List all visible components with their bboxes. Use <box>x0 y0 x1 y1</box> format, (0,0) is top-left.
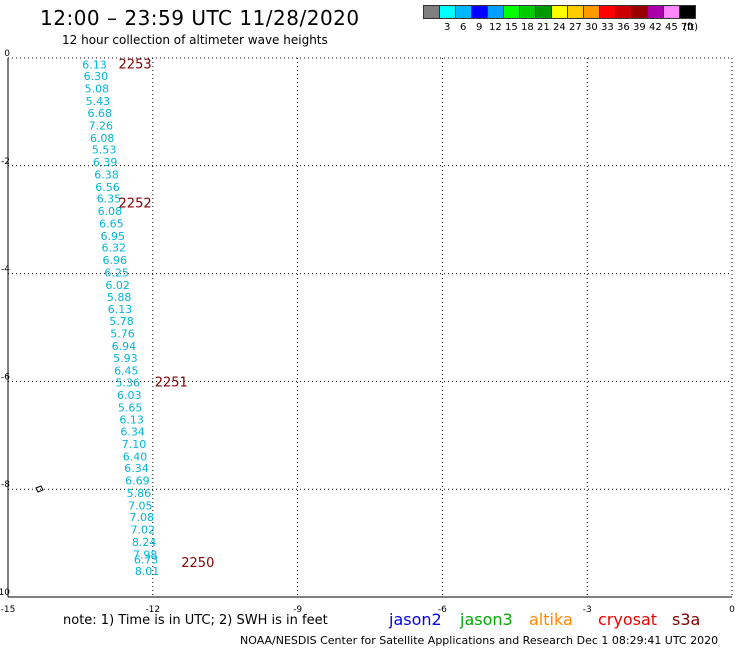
wave-height-label: 6.69 <box>125 475 150 488</box>
legend-label: 24 <box>553 22 566 33</box>
satellite-legend-item: jason2 <box>389 610 442 629</box>
x-tick-label: 0 <box>729 605 735 615</box>
wave-height-label: 6.34 <box>120 426 145 439</box>
pass-time-label: 2251 <box>155 375 188 390</box>
color-legend <box>423 5 696 20</box>
wave-height-label: 5.36 <box>116 376 141 389</box>
wave-height-label: 6.13 <box>119 414 144 427</box>
wave-height-label: 6.02 <box>105 279 130 292</box>
legend-label: 27 <box>569 22 582 33</box>
x-tick-label: -6 <box>438 605 447 615</box>
y-tick-label: -10 <box>0 588 10 598</box>
wave-height-label: 6.39 <box>93 156 118 169</box>
x-tick-label: -3 <box>583 605 592 615</box>
wave-height-label: 7.08 <box>130 511 155 524</box>
y-tick-label: -6 <box>1 372 10 382</box>
wave-height-label: 5.78 <box>109 315 134 328</box>
wave-height-label: 6.25 <box>104 267 129 280</box>
y-tick-label: -2 <box>1 157 10 167</box>
map-subtitle: 12 hour collection of altimeter wave hei… <box>62 33 328 47</box>
satellite-legend-item: jason3 <box>460 610 513 629</box>
wave-height-label: 5.08 <box>85 83 110 96</box>
wave-height-label: 6.96 <box>102 254 127 267</box>
legend-label: 21 <box>537 22 550 33</box>
legend-label: 70 <box>681 22 694 33</box>
wave-height-label: 5.53 <box>92 144 117 157</box>
wave-height-label: 6.95 <box>101 230 126 243</box>
wave-height-label: 5.86 <box>127 487 152 500</box>
y-tick-label: -4 <box>1 265 10 275</box>
legend-swatch <box>679 5 696 19</box>
legend-label: 42 <box>649 22 662 33</box>
wave-height-label: 6.35 <box>97 193 122 206</box>
legend-label: 39 <box>633 22 646 33</box>
wave-height-label: 6.32 <box>102 242 127 255</box>
legend-label: 18 <box>521 22 534 33</box>
wave-height-label: 6.56 <box>95 181 120 194</box>
wave-height-label: 5.65 <box>118 401 143 414</box>
wave-height-label: 6.38 <box>94 168 119 181</box>
legend-label: 15 <box>505 22 518 33</box>
wave-height-label: 7.26 <box>88 119 113 132</box>
wave-height-label: 6.08 <box>90 132 115 145</box>
y-tick-label: 0 <box>4 49 10 59</box>
wave-height-label: 6.30 <box>84 70 109 83</box>
legend-unit: (ft) <box>683 22 699 33</box>
wave-height-label: 6.03 <box>117 389 142 402</box>
wave-height-label: 8.24 <box>132 536 157 549</box>
wave-height-label: 6.34 <box>124 462 149 475</box>
wave-height-label: 6.68 <box>88 107 113 120</box>
legend-label: 6 <box>460 22 467 33</box>
legend-labels: 3 6 9 12 15 18 21 24 27 30 33 36 39 42 45 70 (ft) <box>423 22 740 36</box>
y-tick-label: -8 <box>1 480 10 490</box>
footer-note: note: 1) Time is in UTC; 2) SWH is in fe… <box>63 613 328 628</box>
pass-time-label: 2253 <box>119 57 152 72</box>
legend-label: 36 <box>617 22 630 33</box>
pass-time-label: 2250 <box>181 556 214 571</box>
wave-height-label: 5.43 <box>86 95 111 108</box>
legend-label: 12 <box>489 22 502 33</box>
satellite-legend-item: s3a <box>672 610 701 629</box>
wave-height-label: 6.45 <box>114 365 139 378</box>
coastline-fragment <box>35 485 44 493</box>
satellite-legend-item: cryosat <box>598 610 658 629</box>
legend-label: 30 <box>585 22 598 33</box>
map-title: 12:00 – 23:59 UTC 11/28/2020 <box>40 6 360 30</box>
legend-label: 3 <box>444 22 451 33</box>
wave-height-label: 7.05 <box>128 499 153 512</box>
wave-height-labels: 6.136.305.085.436.687.266.085.536.396.38… <box>82 58 159 578</box>
pass-time-label: 2252 <box>119 197 152 212</box>
pass-time-labels: 2253 2252 2251 2250 <box>119 57 215 571</box>
legend-label: 33 <box>601 22 614 33</box>
wave-height-label: 6.08 <box>98 205 123 218</box>
wave-height-label: 5.88 <box>107 291 132 304</box>
wave-height-label: 5.93 <box>113 352 138 365</box>
x-tick-label: -15 <box>1 605 16 615</box>
wave-height-label: 7.98 <box>133 548 158 561</box>
wave-height-label: 6.13 <box>82 58 107 71</box>
wave-height-label: 8.01 <box>135 565 160 578</box>
wave-height-label: 6.94 <box>112 340 137 353</box>
wave-height-label: 6.65 <box>99 217 124 230</box>
wave-height-label: 7.02 <box>130 524 155 537</box>
satellite-legend-item: altika <box>529 610 573 629</box>
credit-line: NOAA/NESDIS Center for Satellite Applica… <box>240 634 719 647</box>
grid-lines <box>7 57 733 598</box>
wave-height-label: 6.13 <box>108 303 133 316</box>
axis-tick-labels: -15 -12 -9 -6 -3 0 0 -2 -4 -6 -8 -10 <box>0 49 735 615</box>
x-tick-label: -9 <box>293 605 302 615</box>
wave-height-label: 7.10 <box>122 438 147 451</box>
wave-height-label: 6.73 <box>134 553 159 566</box>
x-tick-label: -12 <box>145 605 160 615</box>
legend-label: 9 <box>476 22 483 33</box>
wave-height-label: 5.76 <box>110 327 135 340</box>
legend-label: 45 <box>665 22 678 33</box>
wave-height-label: 6.40 <box>123 450 148 463</box>
